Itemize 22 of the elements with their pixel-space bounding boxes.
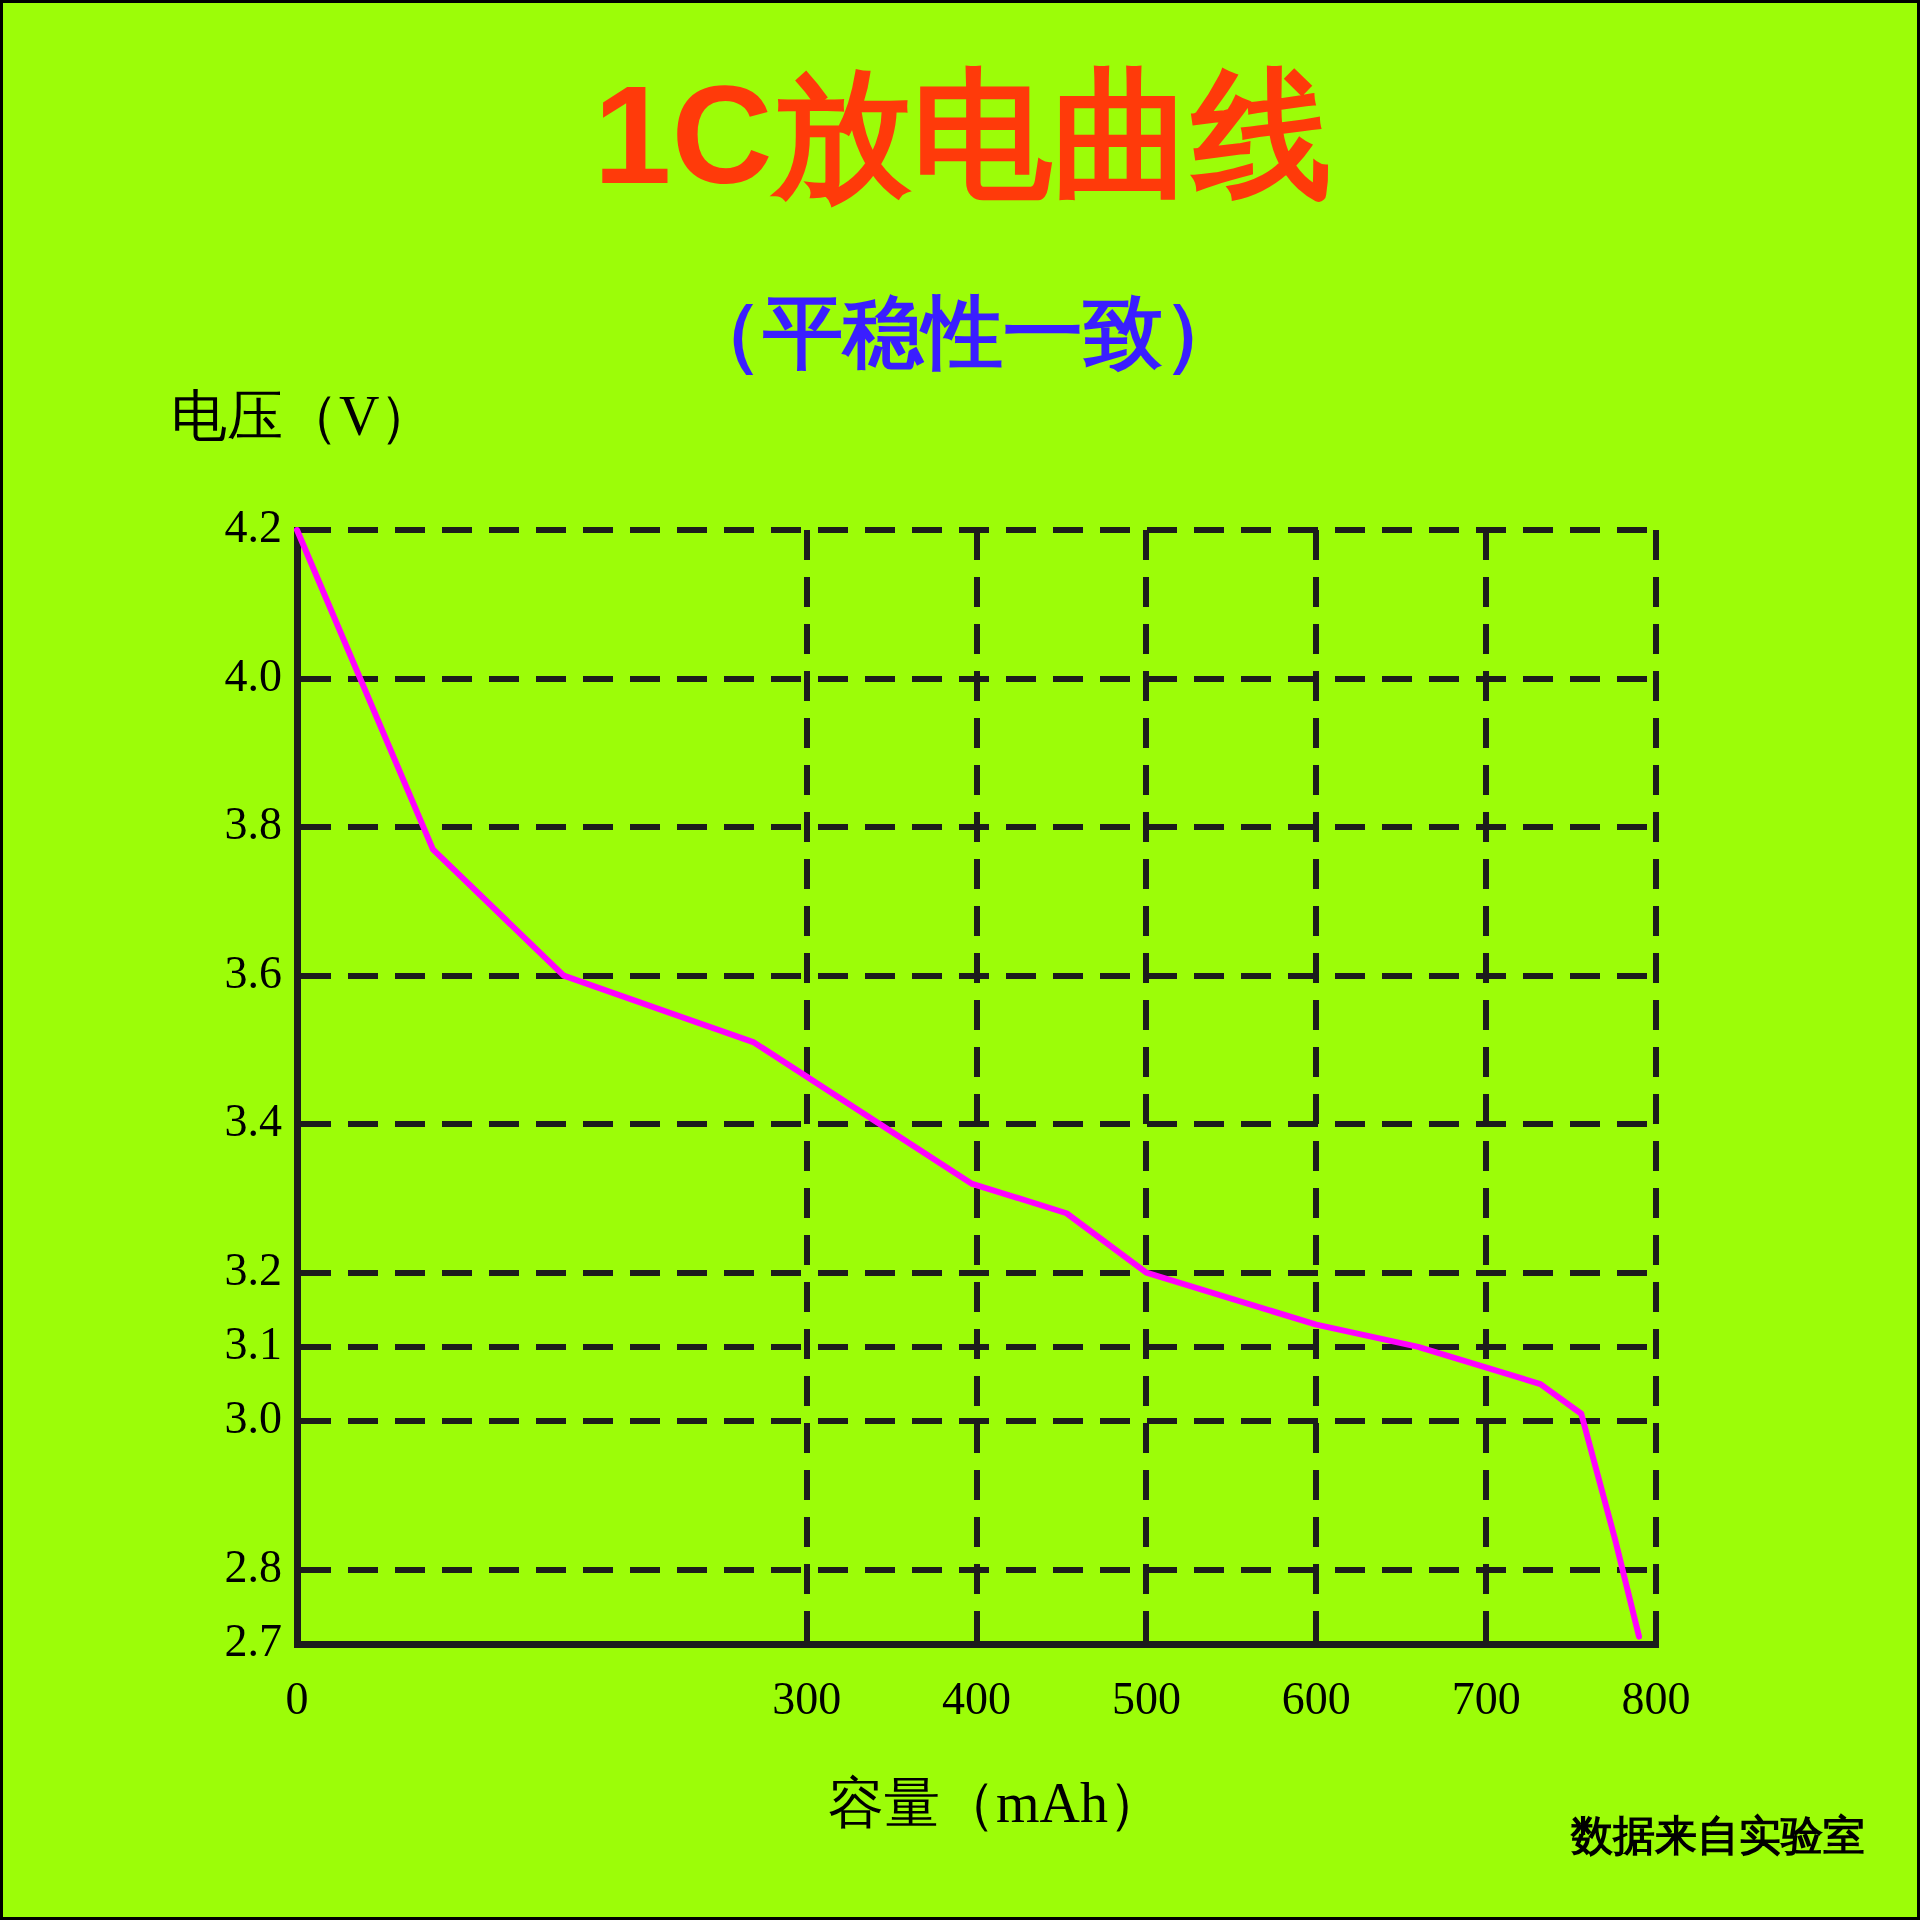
x-tick-label: 500 <box>1111 1672 1181 1724</box>
chart-title: 1C放电曲线 <box>592 56 1334 213</box>
y-tick-label: 3.4 <box>224 1095 282 1147</box>
x-tick-label: 300 <box>772 1672 842 1724</box>
y-tick-label: 2.8 <box>224 1540 282 1592</box>
y-tick-label: 3.6 <box>224 946 282 998</box>
x-tick-label: 600 <box>1281 1672 1351 1724</box>
chart-subtitle: （平稳性一致） <box>682 289 1244 377</box>
x-tick-label: 400 <box>942 1672 1011 1724</box>
y-tick-label: 3.1 <box>224 1318 282 1370</box>
x-tick-label: 700 <box>1451 1672 1521 1724</box>
y-tick-label: 3.8 <box>224 798 282 850</box>
y-tick-label: 3.0 <box>224 1392 282 1444</box>
x-axis-title: 容量（mAh） <box>828 1772 1164 1834</box>
text: 数据来自实验室 <box>1571 1812 1865 1859</box>
y-tick-label: 4.2 <box>224 501 282 553</box>
x-tick-label: 800 <box>1621 1672 1691 1724</box>
y-tick-label: 3.2 <box>224 1243 282 1295</box>
x-tick-label: 0 <box>285 1672 309 1724</box>
y-axis-title: 电压（V） <box>171 385 436 447</box>
y-tick-label: 4.0 <box>224 649 282 701</box>
y-tick-label: 2.7 <box>224 1615 282 1667</box>
